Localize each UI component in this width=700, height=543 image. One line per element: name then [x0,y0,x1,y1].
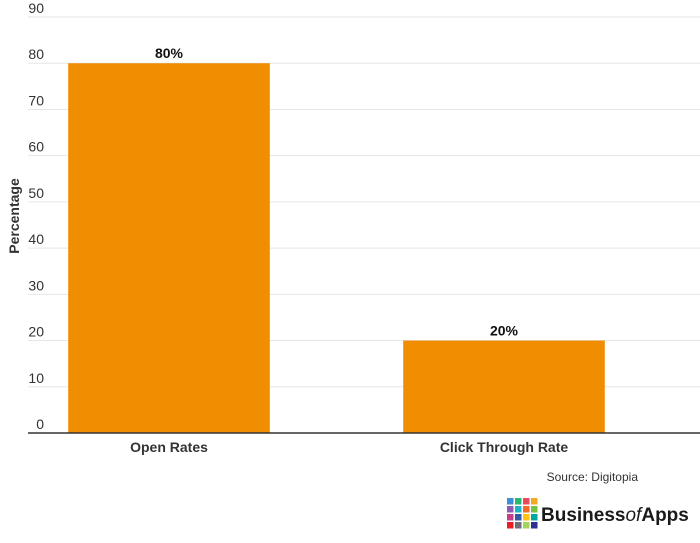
logo-tile [507,514,514,521]
logo-tile [523,522,530,529]
logo-tile [523,514,530,521]
brand-wordmark-part3: Apps [641,505,689,526]
logo-tile [523,506,530,513]
bar-data-label: 20% [490,323,519,339]
y-axis-ticks: 0 10 20 30 40 50 60 70 80 90 [28,0,44,432]
logo-tile [515,522,522,529]
y-tick-label: 20 [28,324,44,340]
y-tick-label: 0 [36,416,44,432]
x-axis-category-labels: Open Rates Click Through Rate [130,439,568,455]
source-note: Source: Digitopia [547,470,639,484]
y-tick-label: 10 [28,370,44,386]
logo-tile [531,498,538,505]
logo-tile [531,522,538,529]
logo-tile [515,514,522,521]
logo-tile [531,514,538,521]
brand-wordmark: BusinessofApps [541,505,689,526]
brand-wordmark-part1: Business [541,505,625,526]
y-tick-label: 30 [28,277,44,293]
bar [68,63,270,433]
y-tick-label: 90 [28,0,44,16]
bar-data-label: 80% [155,45,184,61]
y-tick-label: 50 [28,185,44,201]
y-tick-label: 70 [28,92,44,108]
logo-tile [515,506,522,513]
y-axis-title: Percentage [6,178,22,254]
x-tick-label: Open Rates [130,439,208,455]
business-of-apps-logo [507,498,538,529]
logo-tile [531,506,538,513]
logo-tile [507,498,514,505]
y-tick-label: 40 [28,231,44,247]
y-tick-label: 60 [28,139,44,155]
logo-tile [515,498,522,505]
brand-wordmark-part2: of [625,505,643,526]
y-tick-label: 80 [28,46,44,62]
logo-tile [507,506,514,513]
bar [403,340,605,433]
logo-tile [507,522,514,529]
x-tick-label: Click Through Rate [440,439,569,455]
bars [68,63,605,433]
logo-tile [523,498,530,505]
data-labels: 80% 20% [155,45,519,338]
